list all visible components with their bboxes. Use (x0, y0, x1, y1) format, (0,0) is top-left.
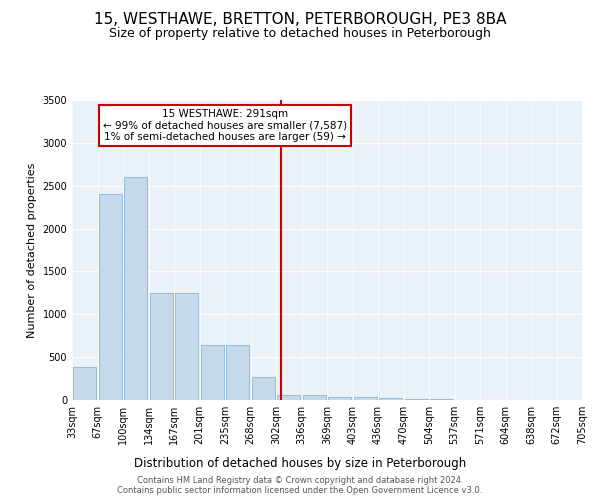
Text: Distribution of detached houses by size in Peterborough: Distribution of detached houses by size … (134, 458, 466, 470)
Bar (303, 396, 326, 400)
Text: 15 WESTHAWE: 291sqm
← 99% of detached houses are smaller (7,587)
1% of semi-deta: 15 WESTHAWE: 291sqm ← 99% of detached ho… (103, 109, 347, 142)
Bar (150, 293, 173, 400)
Text: Size of property relative to detached houses in Peterborough: Size of property relative to detached ho… (109, 28, 491, 40)
Bar (226, 345, 249, 400)
Bar (175, 293, 198, 400)
Text: 15, WESTHAWE, BRETTON, PETERBOROUGH, PE3 8BA: 15, WESTHAWE, BRETTON, PETERBOROUGH, PE3… (94, 12, 506, 28)
Bar (379, 398, 402, 400)
Text: Contains HM Land Registry data © Crown copyright and database right 2024.
Contai: Contains HM Land Registry data © Crown c… (118, 476, 482, 495)
Bar (430, 399, 453, 400)
Bar (354, 398, 377, 400)
Bar (252, 377, 275, 400)
Bar (328, 396, 351, 400)
Bar (73, 366, 96, 400)
Bar (99, 194, 122, 400)
Y-axis label: Number of detached properties: Number of detached properties (27, 162, 37, 338)
Bar (405, 398, 428, 400)
Bar (277, 395, 300, 400)
Bar (124, 177, 147, 400)
Bar (201, 345, 224, 400)
